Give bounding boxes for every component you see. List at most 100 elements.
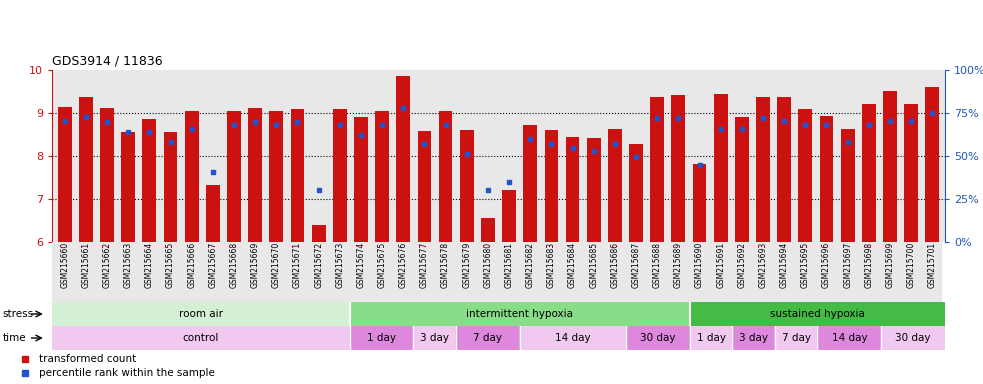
Bar xyxy=(456,326,520,350)
Bar xyxy=(502,190,516,242)
Text: GSM215664: GSM215664 xyxy=(145,242,154,288)
Bar xyxy=(350,326,414,350)
Text: GSM215691: GSM215691 xyxy=(717,242,725,288)
Bar xyxy=(418,131,432,242)
Text: GSM215675: GSM215675 xyxy=(377,242,386,288)
Bar xyxy=(651,97,665,242)
Text: 3 day: 3 day xyxy=(420,333,449,343)
Text: GSM215660: GSM215660 xyxy=(60,242,69,288)
Bar xyxy=(608,129,622,242)
Bar xyxy=(862,104,876,242)
Text: GSM215701: GSM215701 xyxy=(928,242,937,288)
Text: 14 day: 14 day xyxy=(555,333,591,343)
Bar xyxy=(881,326,945,350)
Bar xyxy=(438,111,452,242)
Text: GSM215676: GSM215676 xyxy=(399,242,408,288)
Bar xyxy=(520,326,626,350)
Text: GSM215686: GSM215686 xyxy=(610,242,619,288)
Bar xyxy=(481,218,494,242)
Text: GSM215662: GSM215662 xyxy=(102,242,111,288)
Bar xyxy=(840,129,854,242)
Bar xyxy=(291,109,305,242)
Bar xyxy=(778,97,791,242)
Bar xyxy=(79,97,92,242)
Text: GSM215690: GSM215690 xyxy=(695,242,704,288)
Bar xyxy=(249,108,262,242)
Text: GSM215688: GSM215688 xyxy=(653,242,662,288)
Text: GSM215699: GSM215699 xyxy=(886,242,895,288)
Text: 30 day: 30 day xyxy=(896,333,931,343)
Bar xyxy=(206,185,220,242)
Text: 14 day: 14 day xyxy=(832,333,867,343)
Text: GSM215670: GSM215670 xyxy=(272,242,281,288)
Text: GSM215692: GSM215692 xyxy=(737,242,746,288)
Text: stress: stress xyxy=(3,309,33,319)
Bar xyxy=(143,119,156,242)
Bar xyxy=(732,326,775,350)
Text: 7 day: 7 day xyxy=(781,333,811,343)
Text: GSM215696: GSM215696 xyxy=(822,242,831,288)
Bar xyxy=(523,125,537,242)
Bar xyxy=(460,130,474,242)
Bar xyxy=(820,116,834,242)
Bar xyxy=(693,164,707,242)
Bar xyxy=(883,91,896,242)
Bar xyxy=(350,302,690,326)
Text: GSM215682: GSM215682 xyxy=(526,242,535,288)
Text: 3 day: 3 day xyxy=(739,333,768,343)
Text: GSM215668: GSM215668 xyxy=(229,242,239,288)
Text: GSM215684: GSM215684 xyxy=(568,242,577,288)
Text: GSM215677: GSM215677 xyxy=(420,242,429,288)
Text: percentile rank within the sample: percentile rank within the sample xyxy=(39,368,215,378)
Bar xyxy=(545,130,558,242)
Text: 1 day: 1 day xyxy=(697,333,725,343)
Bar xyxy=(798,109,812,242)
Bar xyxy=(333,109,347,242)
Bar xyxy=(775,326,818,350)
Bar xyxy=(269,111,283,242)
Text: GSM215681: GSM215681 xyxy=(504,242,513,288)
Bar xyxy=(163,132,177,242)
Text: GSM215694: GSM215694 xyxy=(780,242,788,288)
Text: GSM215674: GSM215674 xyxy=(357,242,366,288)
Text: control: control xyxy=(183,333,219,343)
Text: GSM215700: GSM215700 xyxy=(906,242,915,288)
Text: GSM215697: GSM215697 xyxy=(843,242,852,288)
Text: GSM215685: GSM215685 xyxy=(589,242,599,288)
Text: transformed count: transformed count xyxy=(39,354,137,364)
Bar xyxy=(735,117,749,242)
Text: GSM215687: GSM215687 xyxy=(631,242,641,288)
Bar xyxy=(185,111,199,242)
Bar xyxy=(587,138,601,242)
Bar xyxy=(671,95,685,242)
Bar xyxy=(376,111,389,242)
Text: GSM215693: GSM215693 xyxy=(759,242,768,288)
Text: GSM215689: GSM215689 xyxy=(674,242,683,288)
Bar xyxy=(58,106,72,242)
Bar xyxy=(354,117,368,242)
Bar xyxy=(100,108,114,242)
Bar xyxy=(629,144,643,242)
Bar xyxy=(227,111,241,242)
Text: GSM215671: GSM215671 xyxy=(293,242,302,288)
Bar xyxy=(414,326,456,350)
Bar xyxy=(626,326,690,350)
Bar xyxy=(925,87,939,242)
Text: GSM215672: GSM215672 xyxy=(315,242,323,288)
Text: GSM215673: GSM215673 xyxy=(335,242,344,288)
Text: GSM215665: GSM215665 xyxy=(166,242,175,288)
Text: sustained hypoxia: sustained hypoxia xyxy=(770,309,865,319)
Bar xyxy=(121,132,135,242)
Text: GSM215667: GSM215667 xyxy=(208,242,217,288)
Text: 1 day: 1 day xyxy=(367,333,396,343)
Text: GSM215683: GSM215683 xyxy=(547,242,556,288)
Text: GSM215695: GSM215695 xyxy=(801,242,810,288)
Text: time: time xyxy=(3,333,27,343)
Text: 30 day: 30 day xyxy=(640,333,675,343)
Bar xyxy=(690,326,732,350)
Bar xyxy=(714,94,727,242)
Bar xyxy=(904,104,918,242)
Text: GSM215661: GSM215661 xyxy=(82,242,90,288)
Bar xyxy=(312,225,325,242)
Text: intermittent hypoxia: intermittent hypoxia xyxy=(466,309,573,319)
